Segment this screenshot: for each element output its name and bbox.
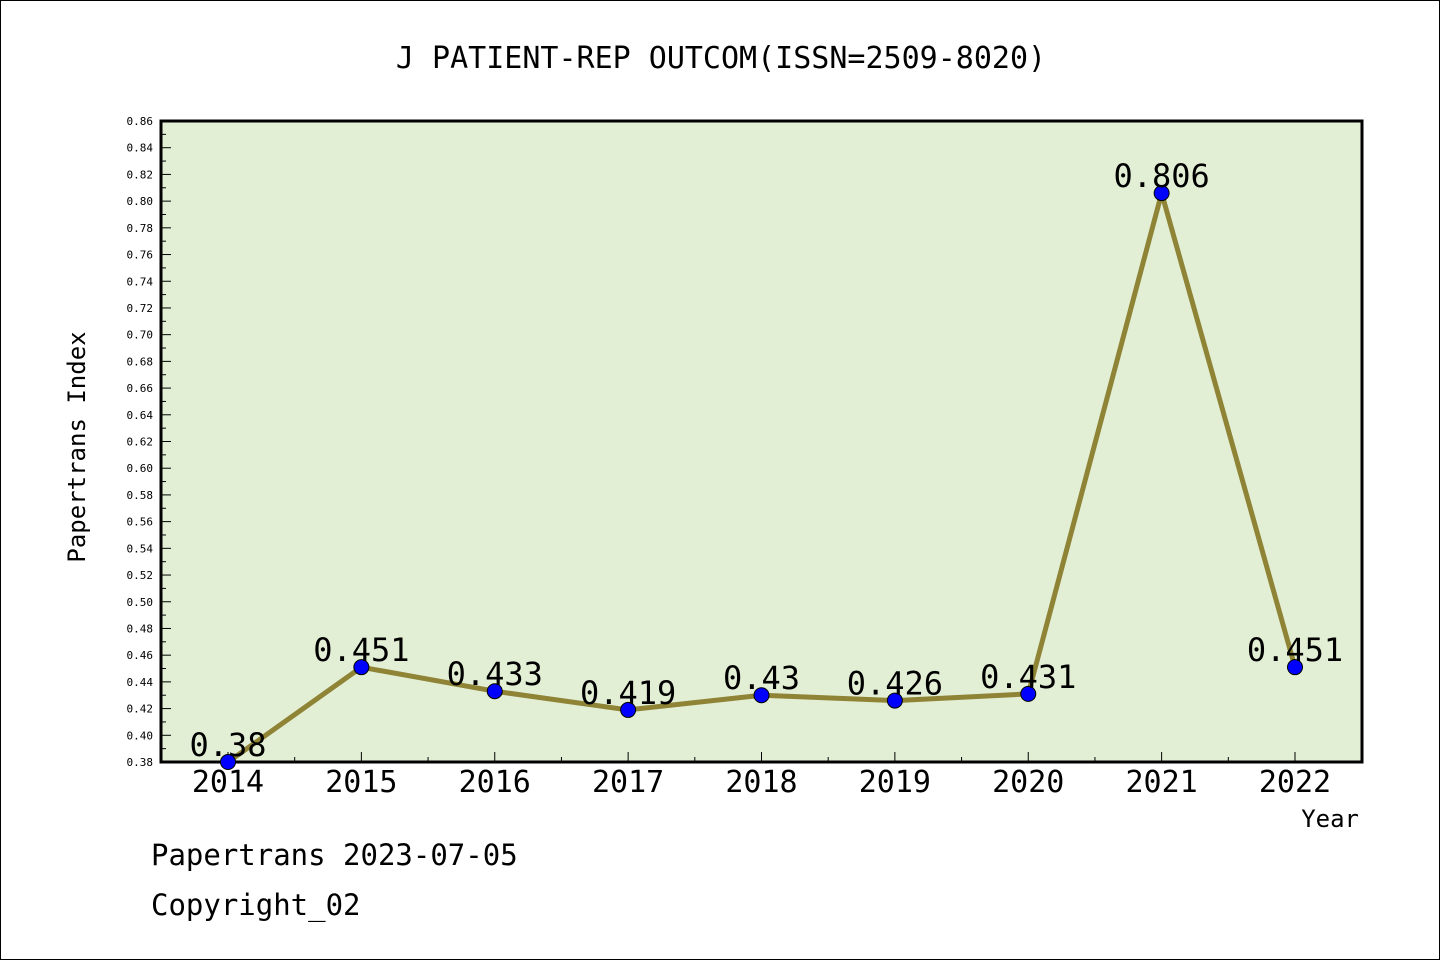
y-tick-label: 0.56 <box>127 516 154 529</box>
data-label: 0.419 <box>580 674 676 712</box>
x-tick-label: 2022 <box>1259 765 1331 800</box>
y-tick-label: 0.50 <box>127 596 154 609</box>
data-label: 0.451 <box>1247 631 1343 669</box>
data-label: 0.43 <box>723 659 800 697</box>
data-point-marker <box>620 701 637 718</box>
data-label: 0.426 <box>847 665 943 703</box>
y-tick-label: 0.58 <box>127 489 154 502</box>
x-tick-label: 2016 <box>459 765 531 800</box>
y-axis-label: Papertrans Index <box>63 331 91 562</box>
series-markers-group <box>220 185 1303 770</box>
y-tick-label: 0.42 <box>127 703 154 716</box>
data-point-marker <box>886 692 903 709</box>
y-tick-label: 0.60 <box>127 462 154 475</box>
plot-area <box>159 119 1364 764</box>
data-label: 0.431 <box>980 658 1076 696</box>
y-tick-label: 0.84 <box>127 142 154 155</box>
data-point-marker <box>1287 659 1303 676</box>
y-axis: 0.38 0.40 0.42 0.44 0.46 0.48 0.50 0.52 0.54 0.56… <box>127 115 171 769</box>
x-tick-label: 2018 <box>725 765 797 800</box>
x-tick-label: 2014 <box>192 765 264 800</box>
y-tick-label: 0.70 <box>127 329 154 342</box>
footer-date-stamp: Papertrans 2023-07-05 <box>151 838 518 872</box>
y-tick-label: 0.76 <box>127 249 154 262</box>
y-tick-label: 0.64 <box>127 409 154 422</box>
data-label: 0.38 <box>189 726 266 764</box>
data-labels-group: 0.38 0.451 0.433 0.419 0.43 0.426 0.431 0.806 0.… <box>189 157 1343 764</box>
y-tick-label: 0.72 <box>127 302 154 315</box>
x-axis-label: Year <box>1301 805 1359 833</box>
data-point-marker <box>353 659 370 676</box>
y-tick-label: 0.48 <box>127 622 154 635</box>
y-tick-label: 0.52 <box>127 569 154 582</box>
footer-copyright: Copyright_02 <box>151 888 361 923</box>
data-point-marker <box>1153 185 1170 202</box>
x-tick-label: 2020 <box>992 765 1064 800</box>
y-tick-label: 0.82 <box>127 168 154 181</box>
y-tick-label: 0.66 <box>127 382 154 395</box>
x-tick-label: 2017 <box>592 765 664 800</box>
x-tick-label: 2015 <box>325 765 397 800</box>
data-point-marker <box>486 683 503 700</box>
y-tick-label: 0.74 <box>127 275 154 288</box>
y-tick-label: 0.46 <box>127 649 154 662</box>
y-tick-label: 0.44 <box>127 676 154 689</box>
x-tick-label: 2019 <box>859 765 931 800</box>
data-label: 0.806 <box>1113 157 1209 195</box>
y-tick-label: 0.54 <box>127 542 154 555</box>
data-label: 0.433 <box>447 655 543 693</box>
x-tick-label: 2021 <box>1126 765 1198 800</box>
y-tick-label: 0.40 <box>127 729 154 742</box>
y-tick-label: 0.62 <box>127 436 154 449</box>
y-tick-label: 0.78 <box>127 222 154 235</box>
chart-title: J PATIENT-REP OUTCOM(ISSN=2509-8020) <box>396 41 1046 76</box>
y-tick-label: 0.38 <box>127 756 154 769</box>
data-label: 0.451 <box>313 631 409 669</box>
y-tick-label: 0.86 <box>127 115 154 128</box>
y-tick-label: 0.80 <box>127 195 154 208</box>
y-tick-label: 0.68 <box>127 355 154 368</box>
data-point-marker <box>1020 685 1037 702</box>
data-point-marker <box>753 687 770 704</box>
x-axis: 2014 2015 2016 2017 2018 2019 2020 2021 2022 <box>192 752 1331 800</box>
data-point-marker <box>220 754 236 770</box>
